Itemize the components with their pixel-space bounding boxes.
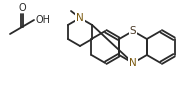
Text: N: N bbox=[129, 58, 137, 68]
Text: OH: OH bbox=[35, 15, 50, 25]
Text: N: N bbox=[76, 13, 84, 23]
Text: O: O bbox=[19, 3, 26, 13]
Text: S: S bbox=[130, 26, 136, 36]
